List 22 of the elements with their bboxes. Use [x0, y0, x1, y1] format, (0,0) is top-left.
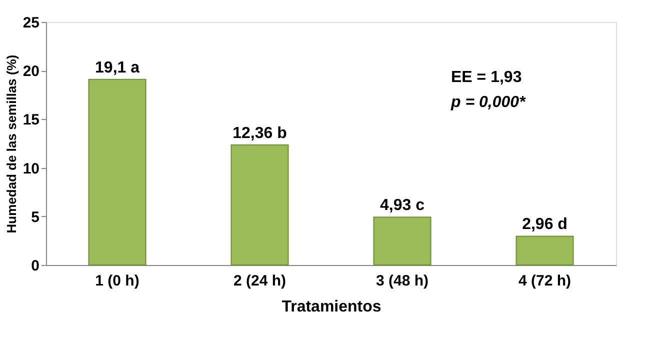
y-axis-title: Humedad de las semillas (%) [4, 54, 19, 234]
y-tick-label: 20 [22, 63, 40, 80]
bar [88, 78, 146, 266]
bar [230, 144, 289, 266]
data-label: 2,96 d [522, 216, 568, 234]
annotation: EE = 1,93 [451, 69, 522, 86]
data-label: 12,36 b [232, 124, 288, 142]
y-tick-label: 5 [31, 208, 40, 226]
x-tick-label: 2 (24 h) [233, 272, 286, 290]
x-tick-label: 1 (0 h) [95, 272, 140, 290]
y-tick-label: 25 [22, 14, 40, 32]
y-tick-label: 15 [22, 112, 40, 129]
annotation: p = 0,000* [450, 94, 526, 111]
data-label: 19,1 a [95, 59, 140, 76]
bar [373, 216, 432, 266]
y-tick-label: 0 [31, 258, 40, 274]
bar [516, 236, 574, 266]
x-tick-label: 4 (72 h) [518, 272, 572, 290]
x-tick-label: 3 (48 h) [376, 272, 429, 290]
x-axis-title: Tratamientos [282, 298, 382, 316]
data-label: 4,93 c [380, 197, 425, 214]
y-tick-label: 10 [22, 160, 40, 178]
